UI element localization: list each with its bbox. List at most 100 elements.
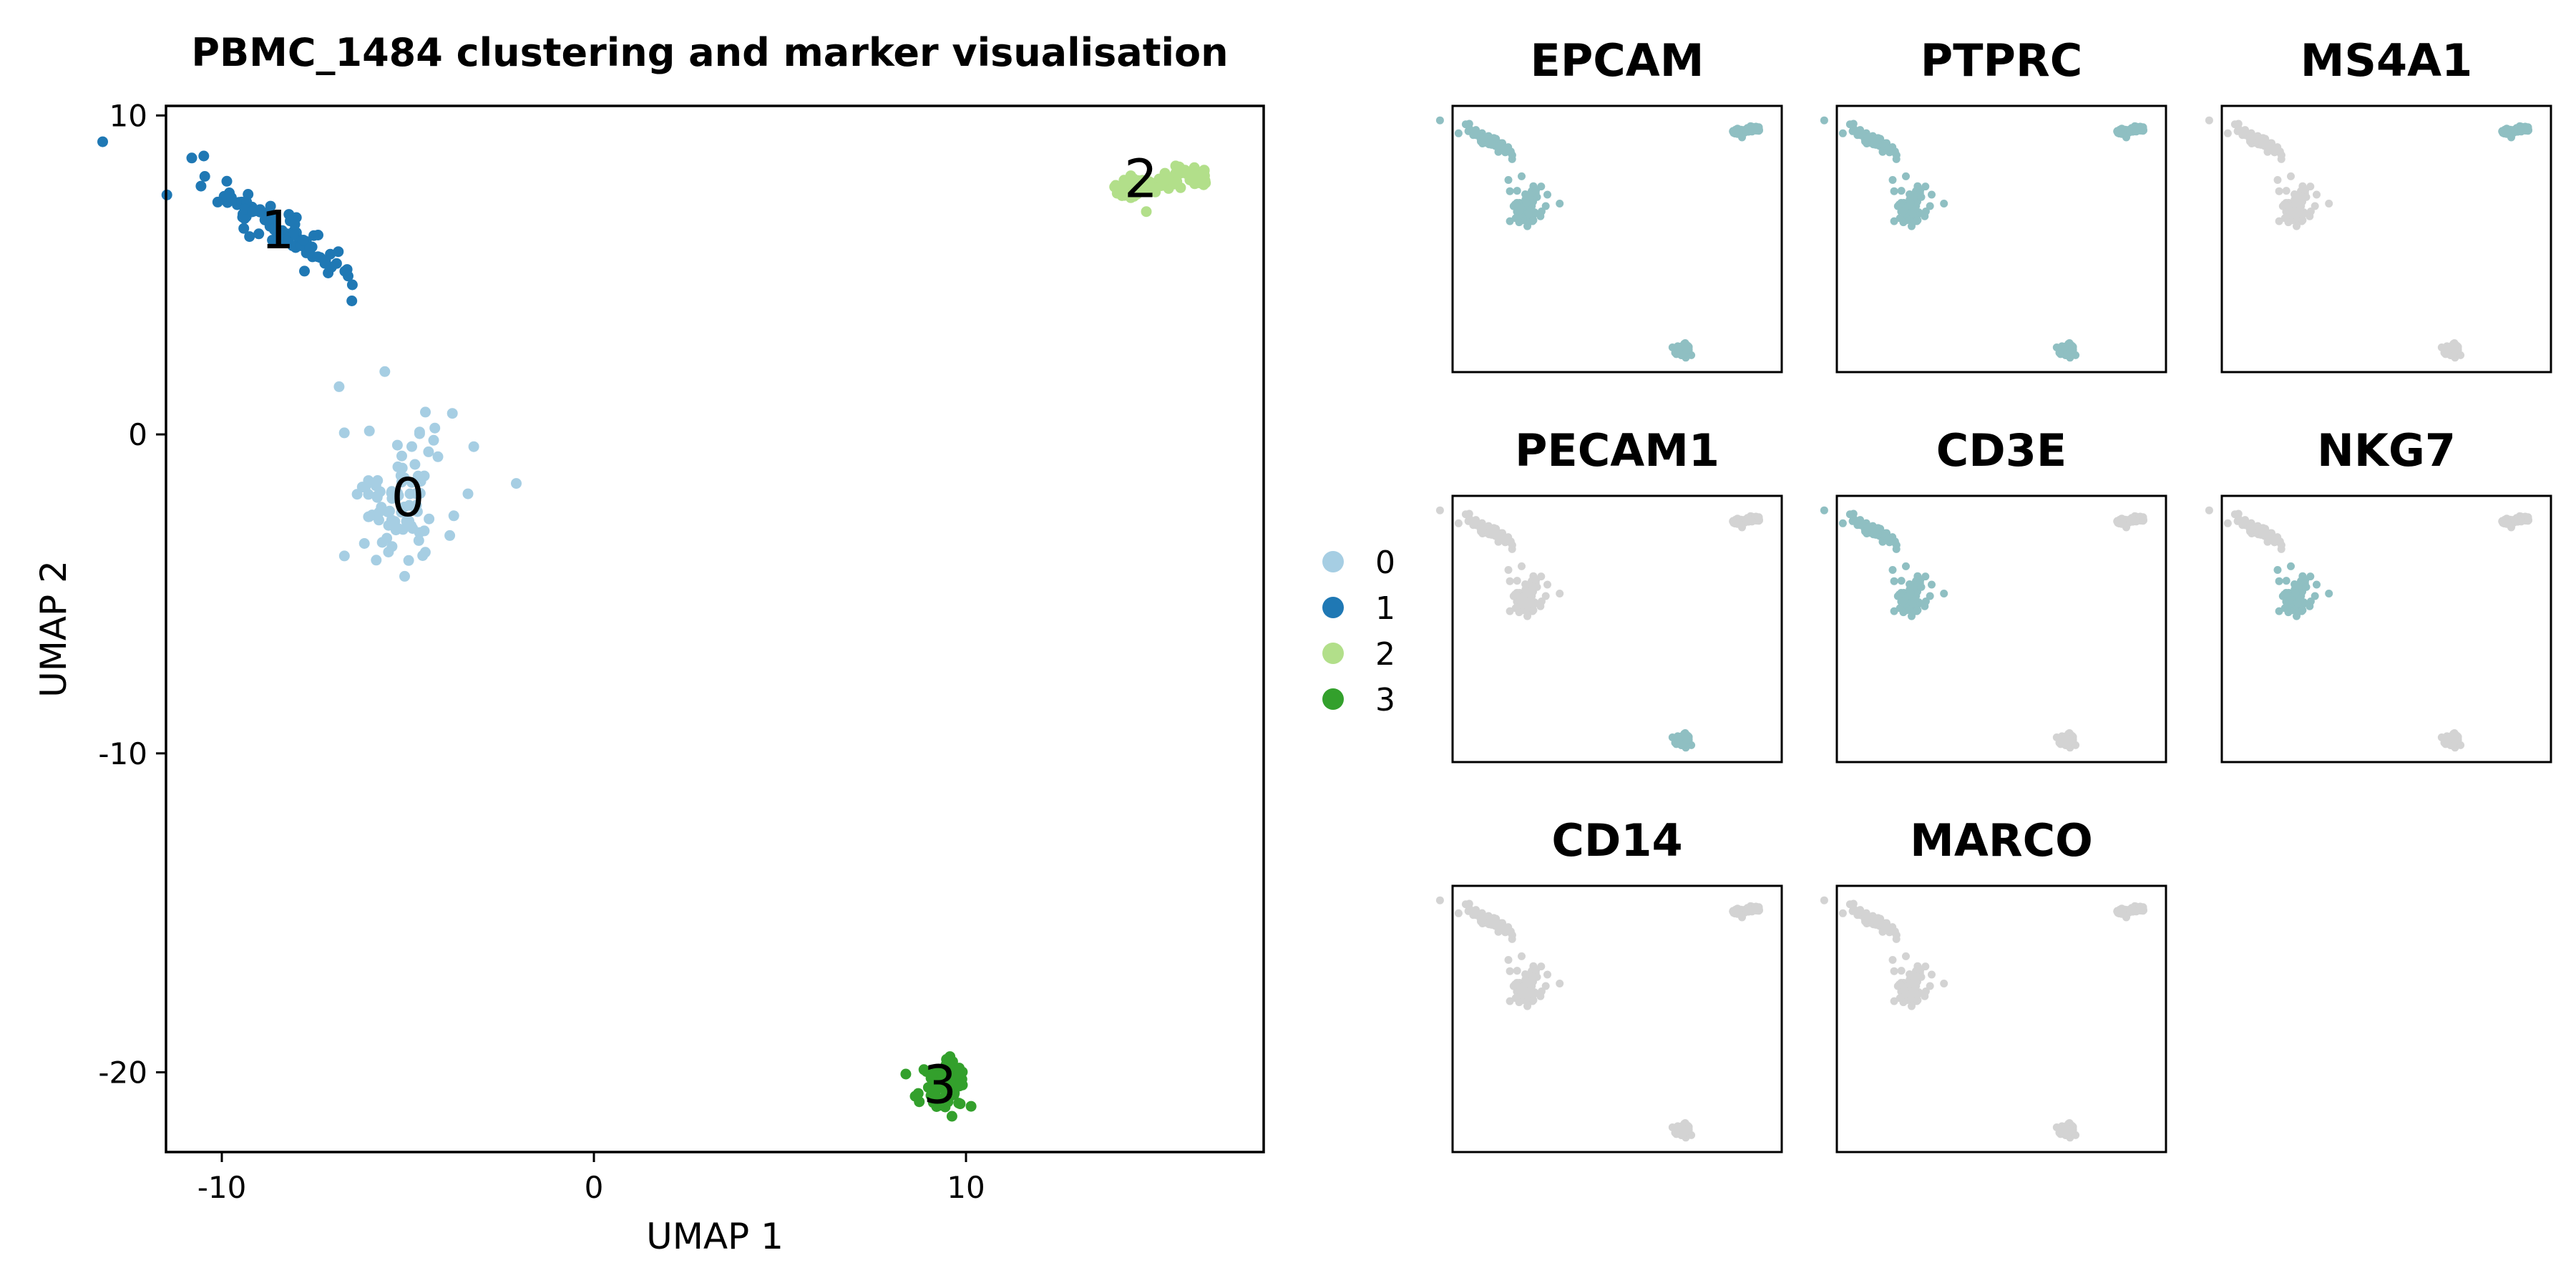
panel-point	[2113, 517, 2122, 526]
panel-point	[2280, 604, 2289, 613]
panel-point	[2277, 155, 2285, 163]
data-point	[423, 446, 434, 457]
data-point	[381, 532, 393, 544]
panel-point	[1917, 582, 1926, 591]
data-point	[391, 439, 403, 451]
panel-point	[1472, 516, 1480, 525]
panel-point	[2440, 348, 2449, 357]
panel-cluster-2	[2113, 902, 2147, 922]
data-point	[358, 538, 370, 549]
data-point	[247, 206, 258, 218]
panel-point	[2282, 577, 2290, 585]
main-points	[97, 136, 1211, 1122]
data-point	[419, 547, 431, 558]
panel-point	[1676, 733, 1684, 742]
legend: 0 1 2 3	[1322, 545, 1395, 718]
panel-point	[2258, 140, 2267, 149]
panel-point	[1676, 343, 1684, 352]
panel-point	[2241, 126, 2250, 135]
panel-cluster-1	[1435, 116, 1516, 163]
panel-point	[1516, 986, 1524, 995]
data-point	[1141, 206, 1152, 218]
panel-point	[2302, 192, 2311, 201]
panel-point	[2306, 602, 2314, 610]
panel-point	[1838, 909, 1847, 917]
panel-point	[1926, 202, 1934, 210]
legend-entry-0: 0	[1322, 545, 1395, 581]
data-point	[374, 507, 385, 518]
panel-point	[2275, 537, 2284, 546]
data-point	[420, 406, 431, 418]
panel-point	[1926, 592, 1934, 600]
marker-panel-ms4a1: MS4A1	[2205, 34, 2552, 374]
panel-point	[1890, 187, 1898, 195]
data-point	[940, 1086, 952, 1098]
data-point	[414, 426, 425, 438]
panel-point	[2230, 120, 2239, 129]
data-point	[511, 478, 522, 489]
panel-cluster-1	[1820, 506, 1901, 553]
panel-point	[1900, 596, 1908, 605]
panel-point	[1902, 172, 1910, 180]
data-point	[224, 187, 235, 198]
panel-point	[1881, 919, 1890, 927]
data-point	[333, 381, 345, 392]
panel-point	[1501, 535, 1509, 544]
panel-point	[1524, 989, 1533, 997]
panel-cluster-2	[2498, 122, 2532, 142]
data-point	[386, 486, 397, 497]
panel-point	[2291, 589, 2300, 597]
panel-point	[1671, 1128, 1679, 1137]
marker-panel-title: NKG7	[2317, 424, 2456, 477]
panel-point	[1755, 907, 1763, 915]
panel-point	[1435, 116, 1444, 125]
marker-panel-frame	[1835, 884, 2167, 1153]
x-axis-label: UMAP 1	[646, 1216, 784, 1257]
panel-point	[1506, 147, 1515, 156]
panel-point	[2248, 523, 2257, 532]
panel-point	[1873, 140, 1882, 149]
panel-point	[2060, 733, 2069, 742]
marker-panel-frame	[1835, 104, 2167, 374]
panel-cluster-3	[1668, 1119, 1696, 1142]
panel-point	[1897, 967, 1906, 975]
panel-point	[1885, 145, 1893, 154]
panel-point	[1461, 120, 1470, 129]
panel-point	[2498, 517, 2507, 526]
main-umap-plot: PBMC_1484 clustering and marker visualis…	[33, 30, 1265, 1257]
panel-point	[1522, 199, 1531, 208]
x-tick-label: 10	[947, 1170, 985, 1205]
panel-point	[1921, 572, 1930, 581]
panel-point	[1489, 530, 1498, 539]
panel-point	[1528, 979, 1536, 987]
panel-point	[1912, 589, 1921, 597]
panel-point	[1926, 982, 1934, 990]
panel-point	[1435, 896, 1444, 904]
panel-point	[2306, 182, 2315, 191]
panel-point	[1435, 506, 1444, 514]
panel-point	[1524, 209, 1533, 218]
panel-point	[1513, 967, 1521, 975]
panel-point	[2517, 517, 2525, 526]
cluster-labels: 0 1 2 3	[260, 149, 1157, 1116]
panel-point	[1755, 517, 1763, 525]
panel-point	[1537, 962, 1546, 971]
panel-point	[1506, 537, 1515, 546]
panel-point	[1888, 956, 1897, 964]
panel-point	[1747, 517, 1756, 526]
panel-point	[2258, 530, 2267, 539]
panel-point	[1541, 202, 1550, 210]
marker-panel-epcam: EPCAM	[1435, 34, 1783, 374]
panel-point	[2311, 202, 2319, 210]
cluster-label-2: 2	[1124, 149, 1158, 210]
data-point	[341, 264, 353, 275]
panel-point	[1479, 913, 1488, 922]
panel-point	[1543, 190, 1551, 199]
panel-cluster-2	[1729, 512, 1763, 532]
data-point	[364, 425, 375, 436]
panel-point	[1529, 996, 1538, 1005]
panel-point	[1895, 590, 1903, 599]
data-point	[399, 570, 410, 582]
panel-point	[1917, 972, 1926, 981]
data-point	[265, 200, 276, 212]
